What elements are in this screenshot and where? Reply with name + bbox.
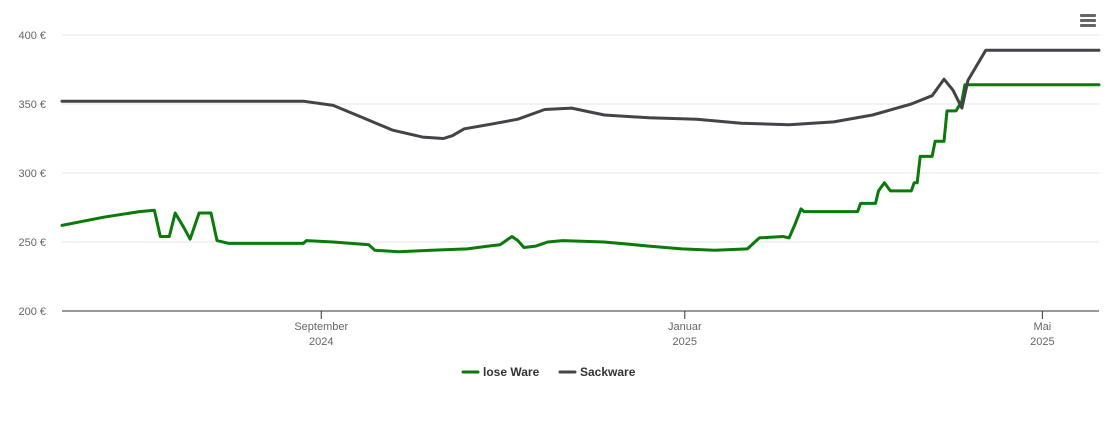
hamburger-menu-icon[interactable] [1077, 12, 1099, 32]
y-tick-label: 200 € [18, 306, 46, 318]
menu-bar [1080, 24, 1096, 27]
y-tick-label: 400 € [18, 30, 46, 42]
y-tick-label: 300 € [18, 168, 46, 180]
x-tick-label-year: 2025 [1030, 336, 1054, 348]
legend-label: lose Ware [483, 365, 540, 379]
x-tick-label-year: 2025 [673, 336, 697, 348]
legend: lose Ware Sackware [461, 365, 636, 379]
series-line-lose-ware [60, 83, 1101, 254]
x-axis-ticks: September 2024 Januar 2025 Mai 2025 [294, 311, 1055, 348]
menu-bar [1080, 14, 1096, 17]
menu-bar [1080, 19, 1096, 22]
x-tick-label-month: Januar [668, 321, 702, 333]
x-tick-label-month: September [294, 321, 348, 333]
y-axis-tick-labels: 200 € 250 € 300 € 350 € 400 € [18, 30, 46, 318]
series-lines [60, 48, 1101, 254]
x-tick-label-year: 2024 [309, 336, 333, 348]
grid-lines [62, 34, 1099, 312]
x-tick-label-month: Mai [1034, 321, 1052, 333]
series-line-sackware [60, 48, 1101, 140]
y-tick-label: 350 € [18, 99, 46, 111]
legend-label: Sackware [580, 365, 636, 379]
y-tick-label: 250 € [18, 237, 46, 249]
